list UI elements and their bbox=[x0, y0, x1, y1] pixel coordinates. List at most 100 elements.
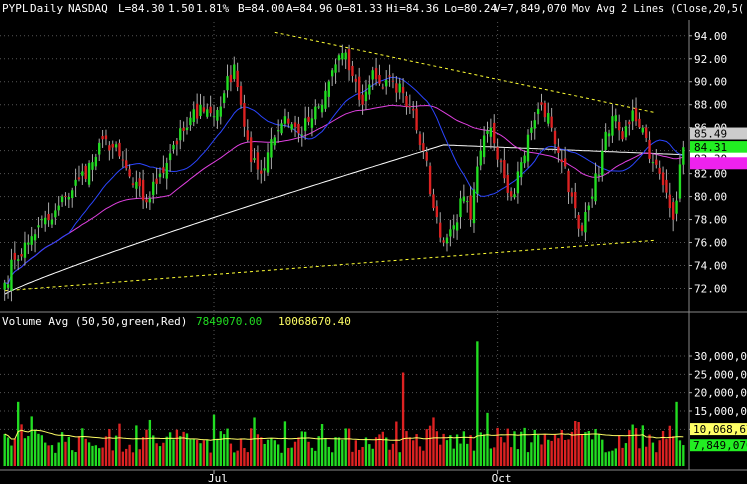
interval-label: Daily bbox=[30, 2, 63, 15]
price-tick-label: 90.00 bbox=[694, 76, 727, 89]
candle-body bbox=[121, 159, 125, 161]
volume-bar bbox=[577, 422, 580, 466]
candle-body bbox=[104, 135, 108, 140]
candle-body bbox=[482, 135, 486, 158]
candle-body bbox=[108, 145, 111, 151]
volume-bar bbox=[17, 401, 20, 466]
candle-body bbox=[550, 116, 553, 128]
volume-bar bbox=[162, 442, 165, 466]
volume-tag-box bbox=[690, 439, 747, 452]
volume-bar bbox=[526, 452, 530, 466]
volume-bar bbox=[449, 435, 452, 466]
volume-bar bbox=[428, 425, 432, 466]
volume-bar bbox=[452, 448, 455, 466]
volume-bar bbox=[10, 445, 13, 466]
candle-body bbox=[513, 194, 516, 198]
volume-bar bbox=[195, 439, 199, 466]
candle-body bbox=[189, 117, 192, 126]
volume-bar bbox=[64, 441, 67, 466]
candle-body bbox=[212, 116, 216, 118]
price-tick-label: 88.00 bbox=[694, 99, 727, 112]
candle-body bbox=[37, 225, 40, 228]
volume-bar bbox=[256, 434, 260, 466]
candle-body bbox=[57, 205, 60, 211]
volume-bar bbox=[226, 428, 229, 466]
volume-bar bbox=[516, 449, 520, 466]
volume-bar bbox=[553, 434, 557, 466]
volume-bar bbox=[81, 428, 84, 466]
volume-bar bbox=[40, 435, 44, 466]
volume-bar bbox=[199, 443, 202, 466]
volume-bar bbox=[655, 452, 658, 466]
candle-body bbox=[23, 242, 27, 258]
trendline-lower bbox=[4, 239, 656, 292]
candle-body bbox=[580, 225, 584, 232]
candle-body bbox=[334, 64, 337, 73]
ma-50-line bbox=[4, 104, 684, 285]
volume-bar bbox=[253, 417, 256, 466]
candle-body bbox=[682, 147, 685, 165]
candle-body bbox=[243, 103, 246, 127]
volume-bar bbox=[385, 437, 388, 466]
volume-bar bbox=[425, 429, 428, 466]
volume-bar bbox=[405, 431, 408, 466]
candle-body bbox=[391, 80, 395, 82]
volume-bar bbox=[658, 440, 661, 466]
candle-body bbox=[574, 191, 577, 209]
volume-bar bbox=[229, 443, 233, 466]
candle-body bbox=[50, 219, 54, 225]
candle-body bbox=[27, 242, 30, 245]
volume-bar bbox=[23, 438, 27, 466]
candle-body bbox=[385, 80, 388, 87]
candle-body bbox=[125, 160, 128, 169]
candle-body bbox=[617, 121, 621, 131]
candle-body bbox=[634, 107, 638, 122]
candle-body bbox=[256, 152, 260, 170]
volume-tick-label: 15,000,000 bbox=[694, 405, 747, 418]
volume-bar bbox=[388, 449, 391, 466]
volume-bar bbox=[297, 437, 300, 466]
candle-body bbox=[408, 106, 412, 108]
volume-bar bbox=[358, 449, 361, 466]
candle-body bbox=[249, 137, 253, 163]
volume-tick-label: 30,000,000 bbox=[694, 350, 747, 363]
candle-body bbox=[165, 162, 168, 179]
candle-body bbox=[479, 150, 482, 166]
volume-bar bbox=[125, 448, 128, 466]
volume-bar bbox=[672, 436, 675, 466]
volume-bar bbox=[44, 442, 47, 466]
candle-body bbox=[327, 81, 330, 97]
candle-body bbox=[530, 127, 533, 133]
volume-bar bbox=[273, 440, 276, 466]
candle-body bbox=[320, 104, 324, 113]
candle-body bbox=[128, 169, 131, 177]
volume-bar bbox=[84, 438, 87, 466]
candle-body bbox=[60, 196, 64, 203]
candle-body bbox=[368, 84, 371, 95]
candle-body bbox=[601, 150, 604, 176]
candle-body bbox=[435, 206, 439, 218]
volume-bar bbox=[651, 442, 655, 466]
price-tag-box bbox=[690, 141, 747, 154]
candle-body bbox=[621, 131, 624, 140]
volume-bar bbox=[648, 434, 651, 466]
volume-bar bbox=[77, 436, 81, 466]
volume-bar bbox=[486, 412, 489, 466]
volume-bar bbox=[506, 428, 509, 466]
candle-body bbox=[381, 87, 385, 89]
candle-body bbox=[577, 215, 580, 229]
volume-bar bbox=[401, 372, 405, 466]
volume-bar bbox=[165, 436, 168, 466]
candle-body bbox=[563, 158, 567, 167]
volume-bar bbox=[408, 437, 412, 466]
candle-body bbox=[91, 162, 94, 170]
candle-body bbox=[455, 222, 459, 231]
candle-body bbox=[452, 225, 455, 230]
candle-body bbox=[428, 165, 432, 195]
candle-body bbox=[493, 122, 496, 144]
volume-bar bbox=[341, 439, 344, 466]
candle-body bbox=[111, 143, 114, 148]
volume-bar bbox=[101, 447, 104, 466]
candle-body bbox=[172, 144, 175, 150]
